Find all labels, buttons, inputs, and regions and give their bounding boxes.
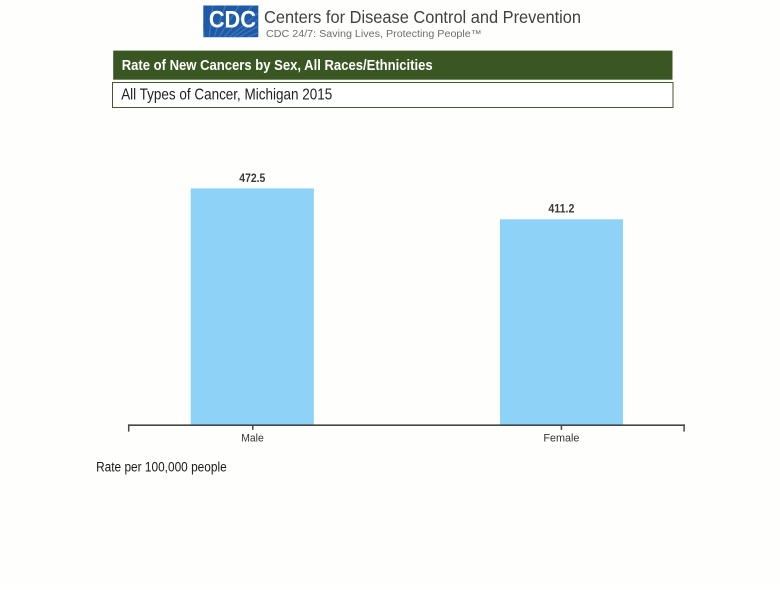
svg-text:CDC: CDC [209,7,256,33]
svg-text:411.2: 411.2 [548,202,574,216]
svg-text:Male: Male [241,432,264,444]
svg-text:472.5: 472.5 [239,171,265,185]
svg-text:Rate of New Cancers by Sex, Al: Rate of New Cancers by Sex, All Races/Et… [122,58,433,74]
svg-text:All Types of Cancer, Michigan: All Types of Cancer, Michigan 2015 [121,87,332,104]
svg-text:Rate per 100,000 people: Rate per 100,000 people [96,459,227,475]
svg-text:CDC 24/7: Saving Lives, Protec: CDC 24/7: Saving Lives, Protecting Peopl… [266,29,482,40]
svg-text:Centers for Disease Control an: Centers for Disease Control and Preventi… [264,7,581,27]
svg-text:Female: Female [543,432,579,444]
